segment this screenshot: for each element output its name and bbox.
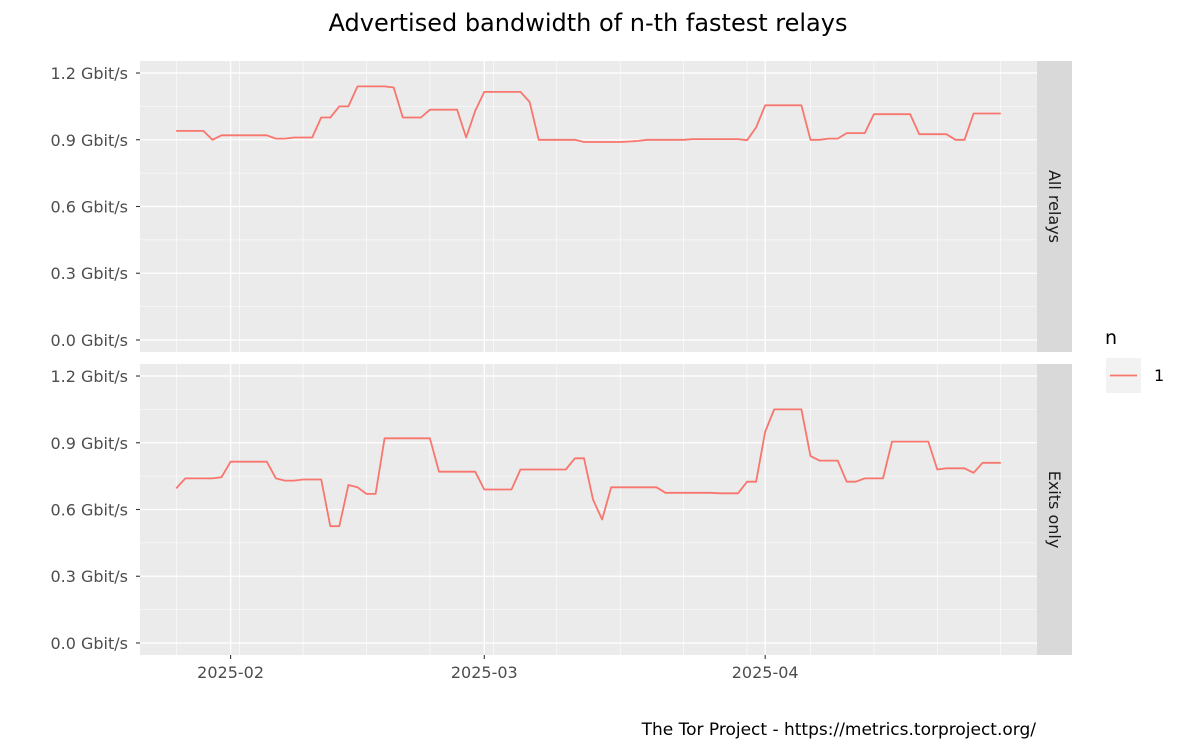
y-tick-label: 0.0 Gbit/s — [50, 331, 128, 350]
y-tick-label: 0.3 Gbit/s — [50, 264, 128, 283]
x-tick-label: 2025-03 — [451, 663, 518, 682]
panel-all-relays: 0.0 Gbit/s 0.3 Gbit/s 0.6 Gbit/s 0.9 Gbit/s… — [50, 61, 1072, 352]
x-tick-label: 2025-02 — [197, 663, 264, 682]
series-line-1 — [175, 408, 1001, 528]
facet-strip — [1037, 61, 1072, 352]
panels: 0.0 Gbit/s 0.3 Gbit/s 0.6 Gbit/s 0.9 Gbit/s… — [50, 61, 1072, 655]
legend-title: n — [1105, 327, 1117, 349]
y-tick-label: 0.9 Gbit/s — [50, 131, 128, 150]
facet-label: All relays — [1045, 170, 1064, 243]
y-tick-label: 0.3 Gbit/s — [50, 567, 128, 586]
y-tick-label: 1.2 Gbit/s — [50, 64, 128, 83]
x-tick-label: 2025-04 — [732, 663, 799, 682]
legend: n1 — [1105, 327, 1164, 393]
facet-label: Exits only — [1045, 471, 1064, 549]
y-tick-label: 0.6 Gbit/s — [50, 501, 128, 520]
panel-exits-only: 0.0 Gbit/s 0.3 Gbit/s 0.6 Gbit/s 0.9 Gbit/s… — [50, 364, 1072, 655]
y-tick-label: 1.2 Gbit/s — [50, 367, 128, 386]
y-tick-label: 0.9 Gbit/s — [50, 434, 128, 453]
y-tick-label: 0.6 Gbit/s — [50, 198, 128, 217]
facet-strip — [1037, 364, 1072, 655]
chart-title: Advertised bandwidth of n-th fastest rel… — [329, 9, 848, 37]
x-axis: 2025-02 2025-03 2025-04 — [197, 655, 799, 682]
chart-caption: The Tor Project - https://metrics.torpro… — [641, 720, 1037, 740]
y-tick-label: 0.0 Gbit/s — [50, 634, 128, 653]
series-line-1 — [176, 85, 1001, 143]
legend-label: 1 — [1154, 366, 1164, 385]
